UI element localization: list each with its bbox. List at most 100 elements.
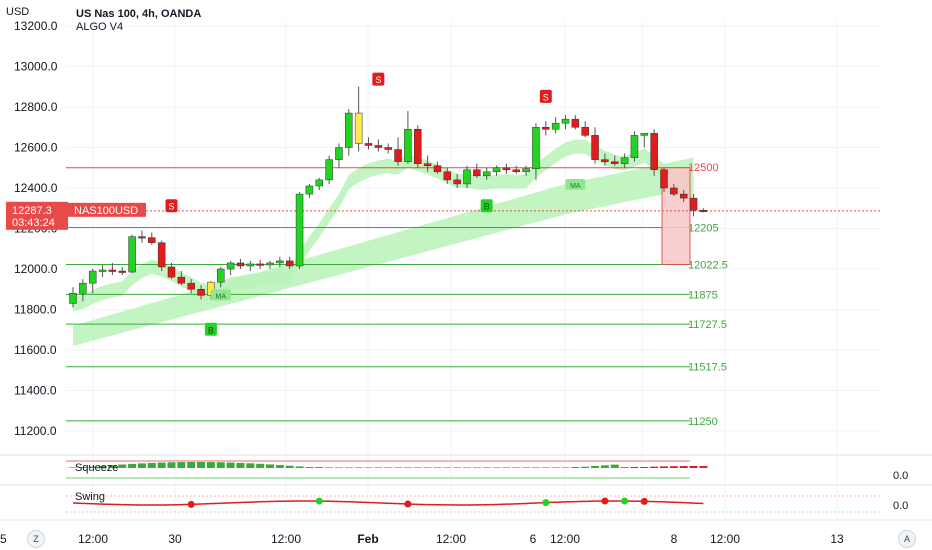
- candle-body: [512, 169, 520, 173]
- squeeze-bar: [354, 467, 363, 468]
- candle-body: [256, 263, 264, 266]
- y-tick-label: 12600.0: [14, 141, 58, 155]
- swing-dot: [621, 497, 629, 505]
- swing-dot: [601, 497, 609, 505]
- auto-scale-button[interactable]: A: [898, 530, 916, 548]
- y-tick-label: 11600.0: [14, 343, 57, 357]
- candle-body: [640, 133, 649, 136]
- buy-signal: [480, 199, 493, 213]
- timezone-button[interactable]: Z: [27, 530, 45, 548]
- candle-body: [611, 161, 619, 164]
- candle-body: [128, 236, 136, 273]
- squeeze-bar: [620, 467, 629, 468]
- signals: S S S B B MA MA: [165, 72, 586, 336]
- candle-body: [226, 262, 235, 270]
- candle-body: [305, 185, 314, 195]
- candle-body: [354, 112, 363, 144]
- candle-body: [463, 169, 471, 185]
- symbol-title[interactable]: US Nas 100, 4h, OANDA: [76, 8, 202, 20]
- x-axis: 12:00 30 12:00 Feb 12:00 6 12:00 8 12:00 13 15: [0, 519, 932, 546]
- signal-label: B: [484, 202, 490, 212]
- x-tick-label: 15: [0, 532, 7, 546]
- squeeze-value: 0.0: [893, 470, 908, 482]
- squeeze-bar: [98, 465, 107, 468]
- squeeze-bar: [216, 462, 225, 468]
- y-tick-label: 11400.0: [14, 384, 57, 398]
- candle-body: [650, 133, 658, 171]
- squeeze-bar: [266, 464, 274, 468]
- squeeze-bar: [522, 467, 531, 468]
- candle-body: [473, 169, 481, 177]
- level-lines: 12500 12205 12022.5 11875 11727.5 11517.5 1125…: [66, 162, 880, 428]
- candle-body: [187, 282, 195, 290]
- candle-body: [138, 236, 146, 239]
- candle-body: [670, 187, 678, 195]
- candle-body: [335, 147, 343, 160]
- squeeze-bar: [502, 467, 511, 468]
- candle-body: [522, 168, 530, 173]
- x-tick-label: 13: [830, 532, 844, 546]
- candle-body: [177, 276, 186, 284]
- grid: [66, 20, 880, 520]
- price-tag-bg: [6, 201, 68, 230]
- squeeze-bar: [531, 467, 540, 468]
- squeeze-bar: [374, 467, 383, 468]
- squeeze-bar: [315, 467, 324, 468]
- squeeze-bar: [443, 467, 452, 468]
- squeeze-bar: [413, 467, 422, 468]
- candle-body: [532, 127, 540, 170]
- candle-body: [246, 263, 255, 267]
- candle-body: [108, 269, 117, 272]
- squeeze-bar: [384, 467, 393, 468]
- squeeze-bar: [600, 465, 609, 468]
- candle-body: [345, 112, 353, 148]
- candle-body: [571, 118, 580, 128]
- squeeze-bar: [128, 463, 137, 468]
- ticker-tag-bg: [68, 202, 146, 217]
- x-tick-label: 12:00: [710, 532, 740, 546]
- squeeze-bar: [541, 467, 550, 468]
- squeeze-bar: [78, 467, 87, 468]
- squeeze-bar: [246, 463, 255, 468]
- candle-body: [266, 262, 274, 266]
- y-tick-label: 12400.0: [14, 181, 58, 195]
- level-label: 11250: [688, 416, 718, 428]
- candle-body: [148, 237, 156, 243]
- squeeze-bar: [610, 464, 619, 468]
- candle-body: [118, 270, 126, 273]
- squeeze-bar: [305, 467, 314, 468]
- x-tick-label: 12:00: [436, 532, 466, 546]
- squeeze-bar: [571, 467, 580, 468]
- candle-body: [197, 289, 205, 296]
- price-tag-countdown: 03:43:24: [12, 217, 55, 229]
- squeeze-bar: [177, 462, 186, 468]
- squeeze-bar: [669, 466, 678, 468]
- squeeze-bar: [423, 467, 432, 468]
- candle-body: [502, 167, 511, 171]
- sell-signal: [165, 199, 178, 213]
- squeeze-bar: [197, 462, 206, 468]
- squeeze-bar: [137, 463, 146, 468]
- x-tick-label: 12:00: [271, 532, 301, 546]
- indicator-name[interactable]: ALGO V4: [76, 21, 124, 33]
- squeeze-bar: [118, 464, 127, 468]
- squeeze-bar: [108, 465, 117, 468]
- level-label: 12500: [688, 162, 719, 174]
- candle-body: [443, 171, 452, 181]
- candle-body: [167, 266, 176, 278]
- price-label: 12287.303:43:24 NAS100USD: [6, 201, 146, 230]
- candle-body: [217, 268, 225, 283]
- candle-body: [591, 135, 599, 160]
- squeeze-bar: [699, 466, 708, 468]
- squeeze-bar: [69, 467, 77, 468]
- squeeze-bar: [512, 467, 521, 468]
- squeeze-bar: [453, 467, 462, 468]
- x-tick-label: Feb: [357, 532, 378, 546]
- ma-band: [73, 139, 694, 346]
- squeeze-bar: [640, 467, 649, 468]
- signal-label: B: [208, 325, 214, 335]
- y-tick-label: 12000.0: [14, 262, 58, 276]
- swing-dot: [315, 497, 323, 505]
- swing-dot: [640, 497, 648, 505]
